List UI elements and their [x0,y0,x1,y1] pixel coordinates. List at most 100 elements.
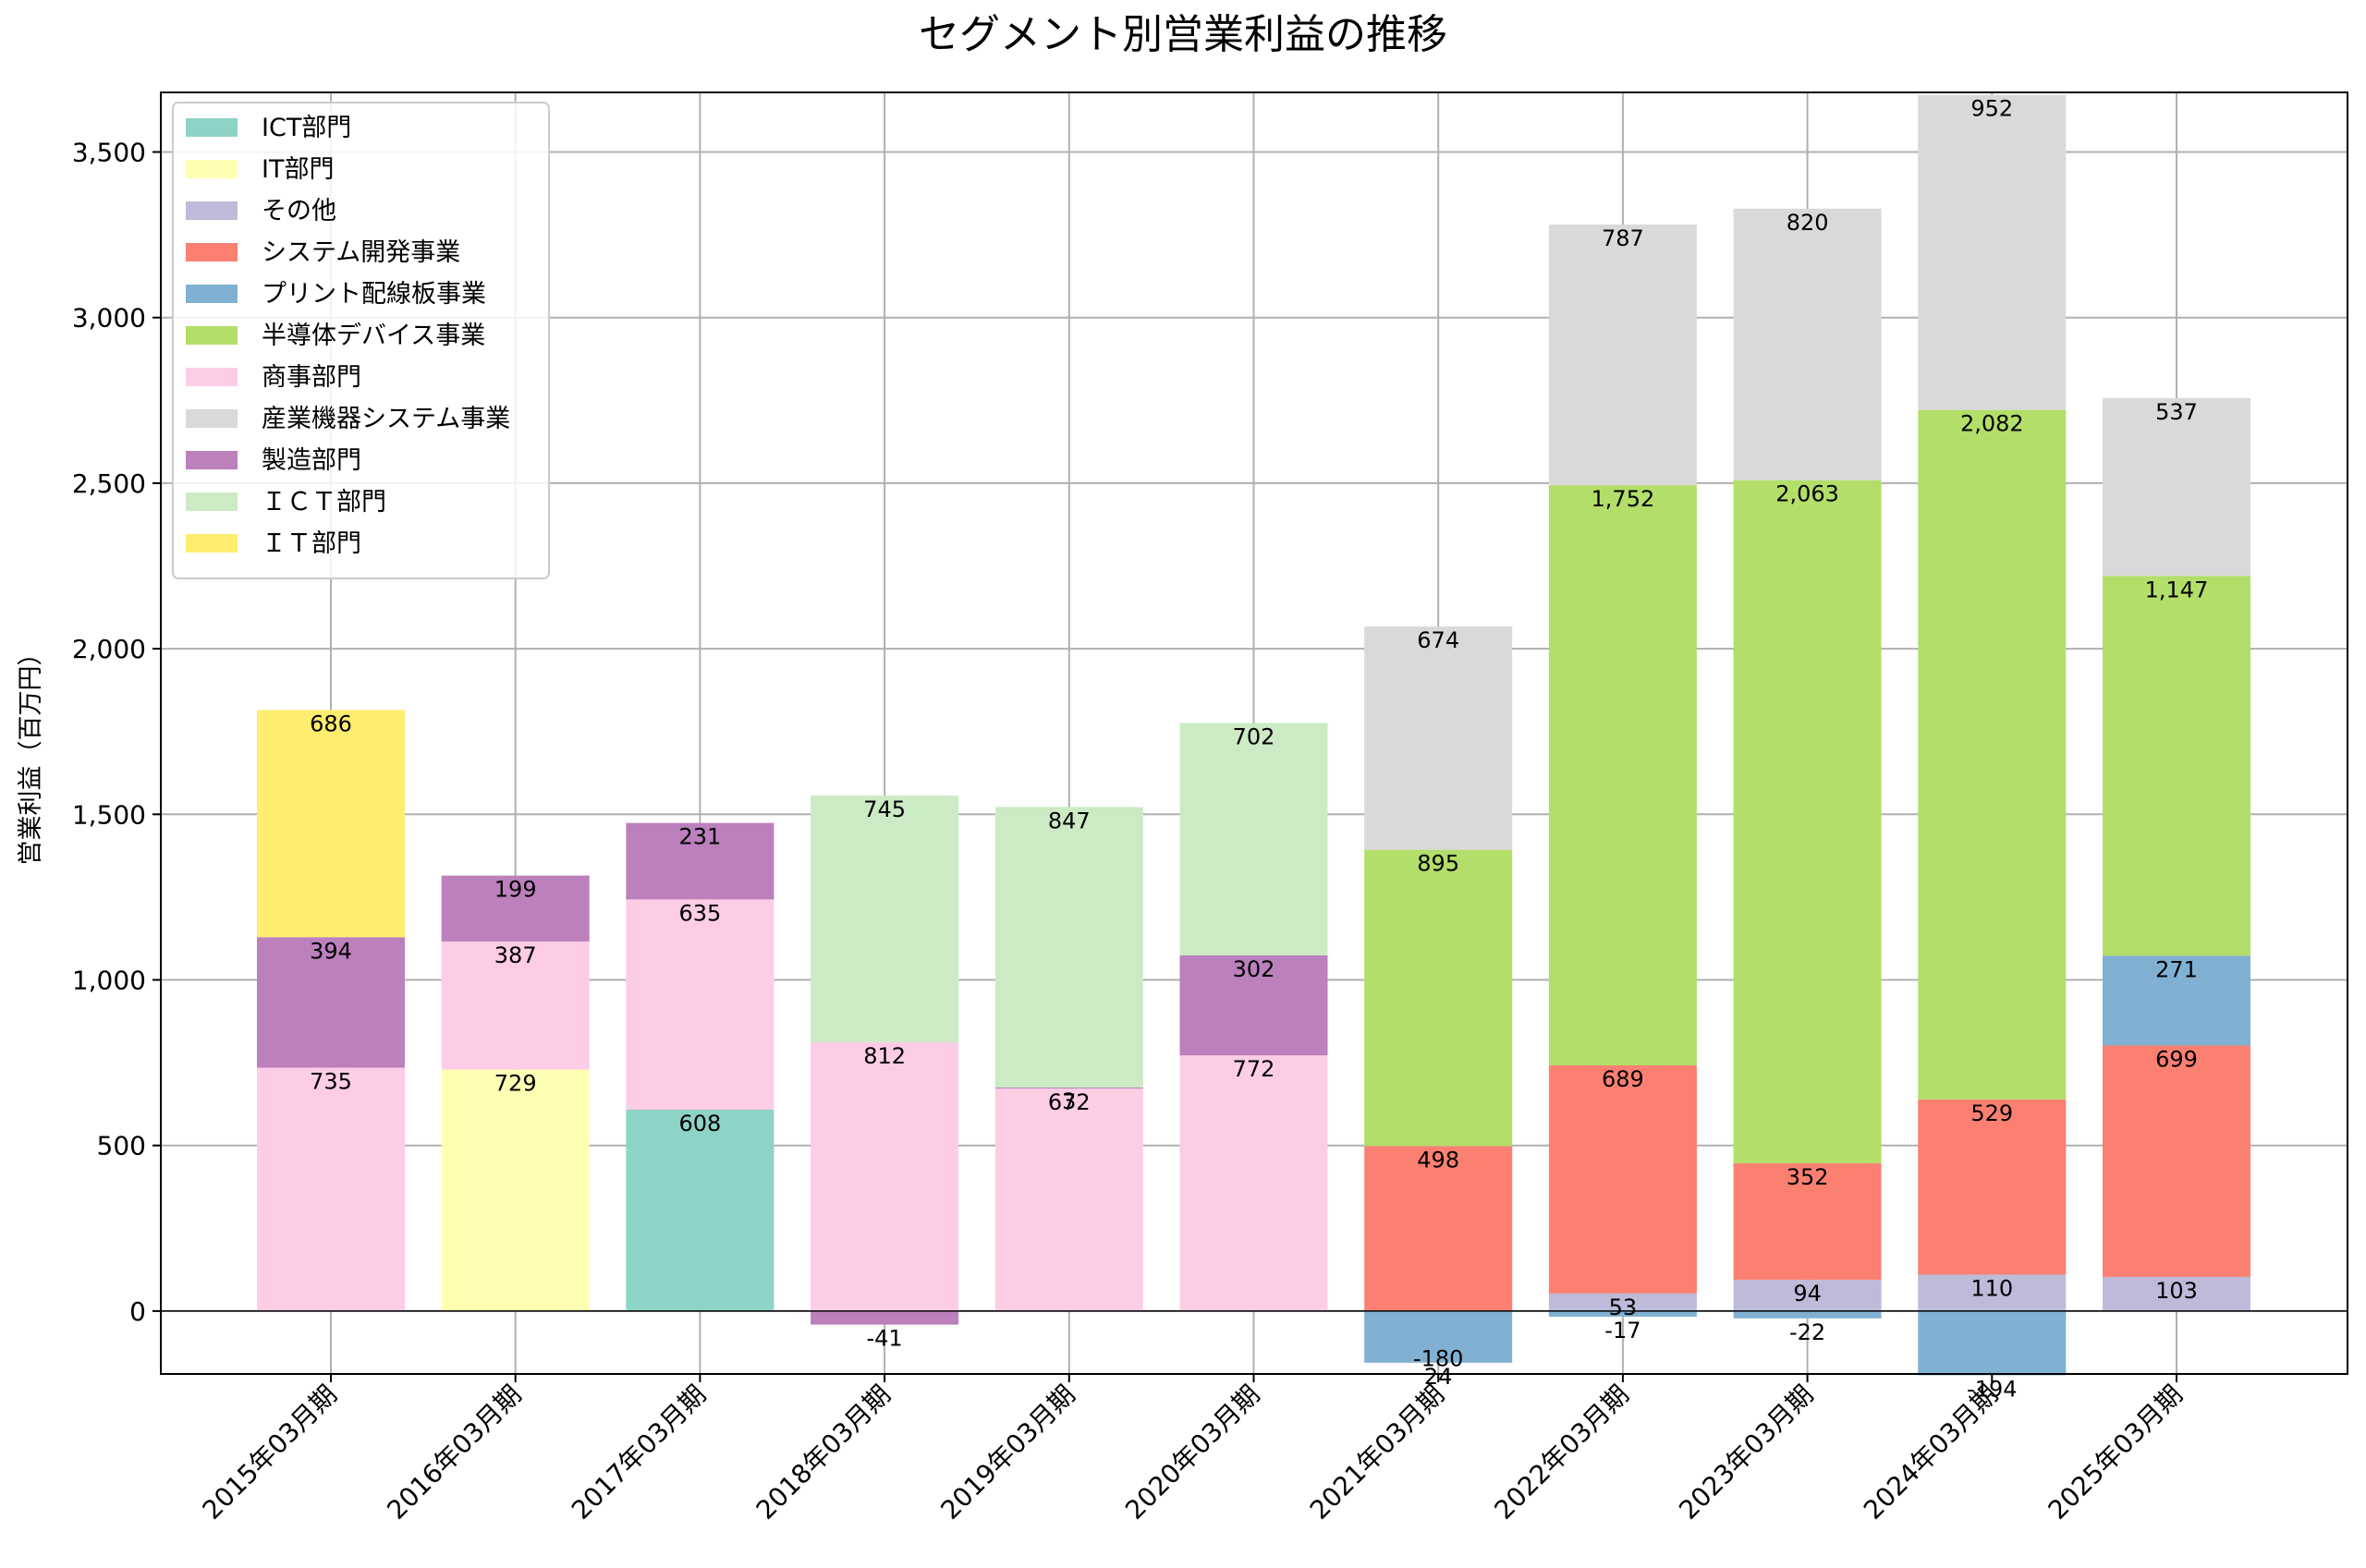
legend-label: 産業機器システム事業 [262,405,510,433]
bar-segment [1548,1310,1697,1317]
bar-segment [441,1069,590,1311]
legend-label: 半導体デバイス事業 [262,322,485,350]
bar-segment [1548,1293,1697,1311]
data-label: 537 [2155,399,2198,425]
bar-segment [1918,1099,2067,1275]
bar-segment [2103,397,2250,577]
bar-segment [1918,94,2067,410]
bar-segment [1364,849,1513,1147]
x-tick-label: 2022年03月期 [1489,1380,1635,1525]
bar-segment [994,1088,1143,1311]
x-tick-label: 2021年03月期 [1304,1380,1450,1525]
data-label: 895 [1417,851,1459,877]
x-tick-label: 2019年03月期 [934,1380,1080,1525]
data-label: 498 [1417,1147,1459,1173]
bar-segment [1918,409,2067,1100]
data-label: -17 [1604,1318,1640,1343]
bar-segment [257,1067,405,1311]
legend-label: システム開発事業 [262,238,460,267]
y-tick-label: 1,500 [72,799,146,830]
data-label: 820 [1787,210,1829,236]
legend-swatch [186,451,238,469]
bar-segment [1918,1310,2067,1376]
data-label: 952 [1970,96,2013,122]
data-label: -41 [866,1326,902,1352]
legend-label: ＩＣＴ部門 [262,488,386,517]
data-label: 199 [494,877,537,903]
data-label: 699 [2155,1046,2198,1072]
data-label: 2,082 [1960,411,2024,437]
legend-swatch [186,534,238,553]
legend-swatch [186,201,238,220]
bar-segment [1918,1274,2067,1311]
bar-segment [2103,1276,2250,1311]
data-label: 672 [1048,1089,1091,1115]
legend-label: ＩＴ部門 [262,529,361,558]
bar-segment [1364,626,1513,850]
legend-swatch [186,492,238,511]
data-label: 529 [1970,1100,2013,1126]
x-tick-label: 2024年03月期 [1858,1380,2004,1525]
data-label: 3 [1062,1088,1076,1114]
y-tick-label: 2,500 [72,468,146,499]
bar-segment [1548,225,1697,486]
x-tick-label: 2023年03月期 [1673,1380,1819,1525]
bar-segment [1733,1163,1882,1281]
bar-segment [1179,954,1328,1056]
legend-label: 製造部門 [262,446,361,475]
bar-segment [811,1041,959,1311]
bars [257,94,2250,1376]
data-label: -22 [1789,1319,1825,1345]
data-label: 735 [310,1068,352,1094]
data-label: 53 [1609,1295,1638,1320]
bar-segment [1733,480,1882,1164]
legend-swatch [186,160,238,178]
data-label: 94 [1793,1281,1822,1307]
y-tick-label: 3,000 [72,303,146,334]
data-label: 231 [678,824,721,850]
legend-label: プリント配線板事業 [262,280,486,309]
bar-segment [257,710,405,938]
data-label: -180 [1413,1345,1463,1371]
y-tick-label: 1,000 [72,966,146,996]
data-label: 271 [2155,956,2198,982]
legend-swatch [186,243,238,261]
data-label: 812 [863,1043,906,1069]
data-label: 689 [1602,1066,1644,1092]
bar-segment [1733,1310,1882,1319]
bar-segment [626,899,774,1110]
x-tick-label: 2015年03月期 [197,1380,343,1525]
data-label: 772 [1233,1056,1275,1082]
legend: ICT部門 IT部門その他システム開発事業プリント配線板事業半導体デバイス事業商事… [172,102,550,579]
bar-segment [1179,1055,1328,1311]
data-label: 352 [1787,1164,1829,1190]
legend-swatch [186,368,238,386]
x-tick-label: 2017年03月期 [566,1380,712,1525]
data-label: 394 [310,938,352,964]
data-label: 674 [1417,627,1459,653]
bar-segment [1733,208,1882,480]
bar-segment [2103,955,2250,1046]
y-tick-label: 500 [97,1131,146,1161]
x-tick-label: 2018年03月期 [750,1380,896,1525]
data-label: 302 [1233,956,1275,982]
data-label: 1,752 [1592,486,1655,512]
data-label: 702 [1233,723,1275,749]
y-axis-label: 営業利益（百万円） [17,641,45,866]
bar-segment [2103,576,2250,956]
data-label: 635 [678,900,721,926]
y-tick-label: 3,500 [72,138,146,168]
data-label: 2,063 [1775,481,1839,507]
y-tick-label: 2,000 [72,634,146,664]
legend-label: その他 [262,197,336,225]
data-label: 686 [310,711,352,736]
bar-segment [441,941,590,1070]
bar-segment [626,822,774,900]
data-label: 729 [494,1071,537,1097]
legend-swatch [186,285,238,303]
y-tick-label: 0 [129,1296,146,1327]
legend-swatch [186,118,238,137]
